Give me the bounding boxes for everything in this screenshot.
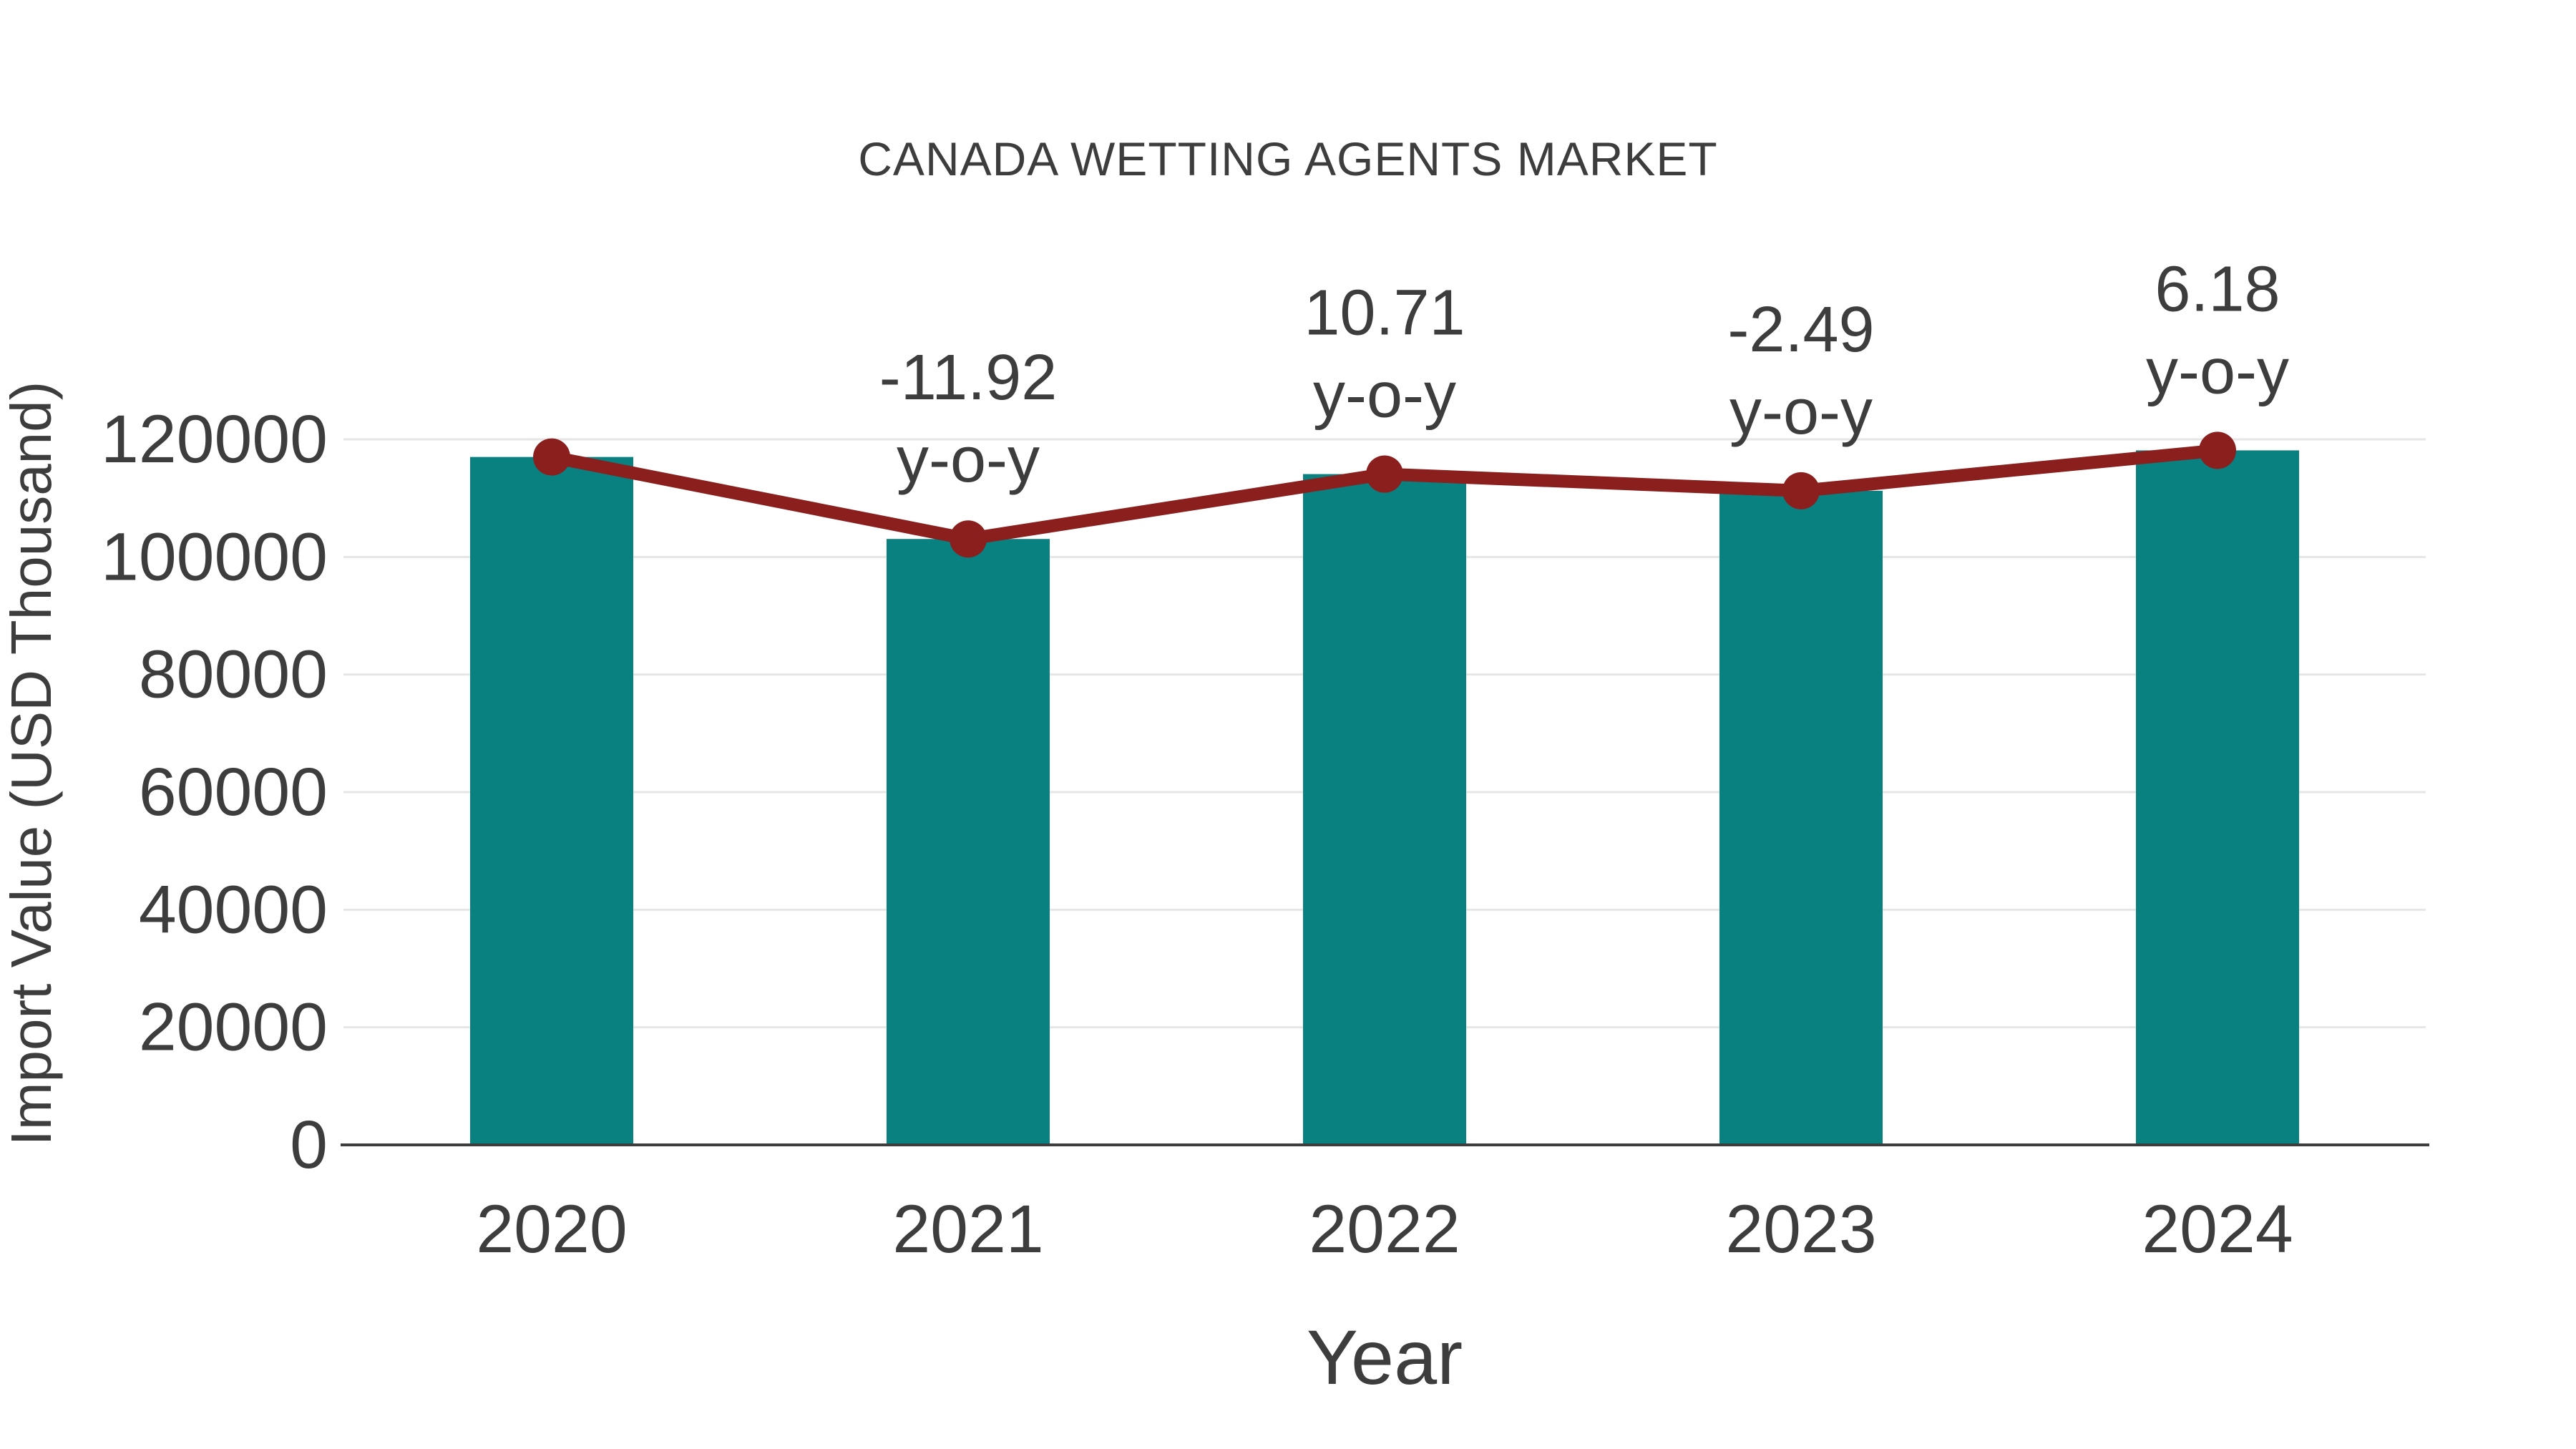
- x-tick-label-2024: 2024: [2142, 1191, 2293, 1267]
- x-tick-label-2023: 2023: [1725, 1191, 1876, 1267]
- trend-marker-2022: [1366, 455, 1403, 493]
- chart-title: CANADA WETTING AGENTS MARKET: [858, 132, 1718, 185]
- annotation-value-2021: -11.92: [879, 342, 1058, 414]
- y-tick-label-20000: 20000: [139, 990, 328, 1065]
- trend-marker-2023: [1782, 472, 1820, 509]
- x-tick-label-2021: 2021: [892, 1191, 1043, 1267]
- y-tick-label-80000: 80000: [139, 637, 328, 713]
- bar-2021: [887, 539, 1050, 1145]
- x-axis-title: Year: [1306, 1314, 1463, 1400]
- y-tick-label-120000: 120000: [101, 401, 328, 477]
- bar-2020: [470, 457, 633, 1145]
- annotation-suffix-2024: y-o-y: [2146, 336, 2289, 407]
- bar-2022: [1303, 474, 1466, 1145]
- bar-2023: [1719, 490, 1883, 1145]
- annotation-value-2022: 10.71: [1304, 278, 1465, 349]
- trend-marker-2024: [2199, 431, 2236, 469]
- annotation-value-2023: -2.49: [1727, 294, 1874, 366]
- annotation-suffix-2021: y-o-y: [897, 424, 1040, 496]
- trend-marker-2020: [533, 438, 570, 476]
- x-tick-label-2020: 2020: [476, 1191, 627, 1267]
- y-tick-label-60000: 60000: [139, 754, 328, 830]
- x-tick-label-2022: 2022: [1309, 1191, 1460, 1267]
- bar-2024: [2136, 450, 2299, 1145]
- trend-marker-2021: [950, 520, 987, 558]
- annotation-value-2024: 6.18: [2155, 253, 2280, 325]
- annotation-suffix-2022: y-o-y: [1313, 360, 1456, 431]
- y-tick-label-100000: 100000: [101, 519, 328, 595]
- y-tick-label-40000: 40000: [139, 872, 328, 947]
- annotation-suffix-2023: y-o-y: [1729, 376, 1873, 448]
- y-tick-label-0: 0: [290, 1107, 328, 1183]
